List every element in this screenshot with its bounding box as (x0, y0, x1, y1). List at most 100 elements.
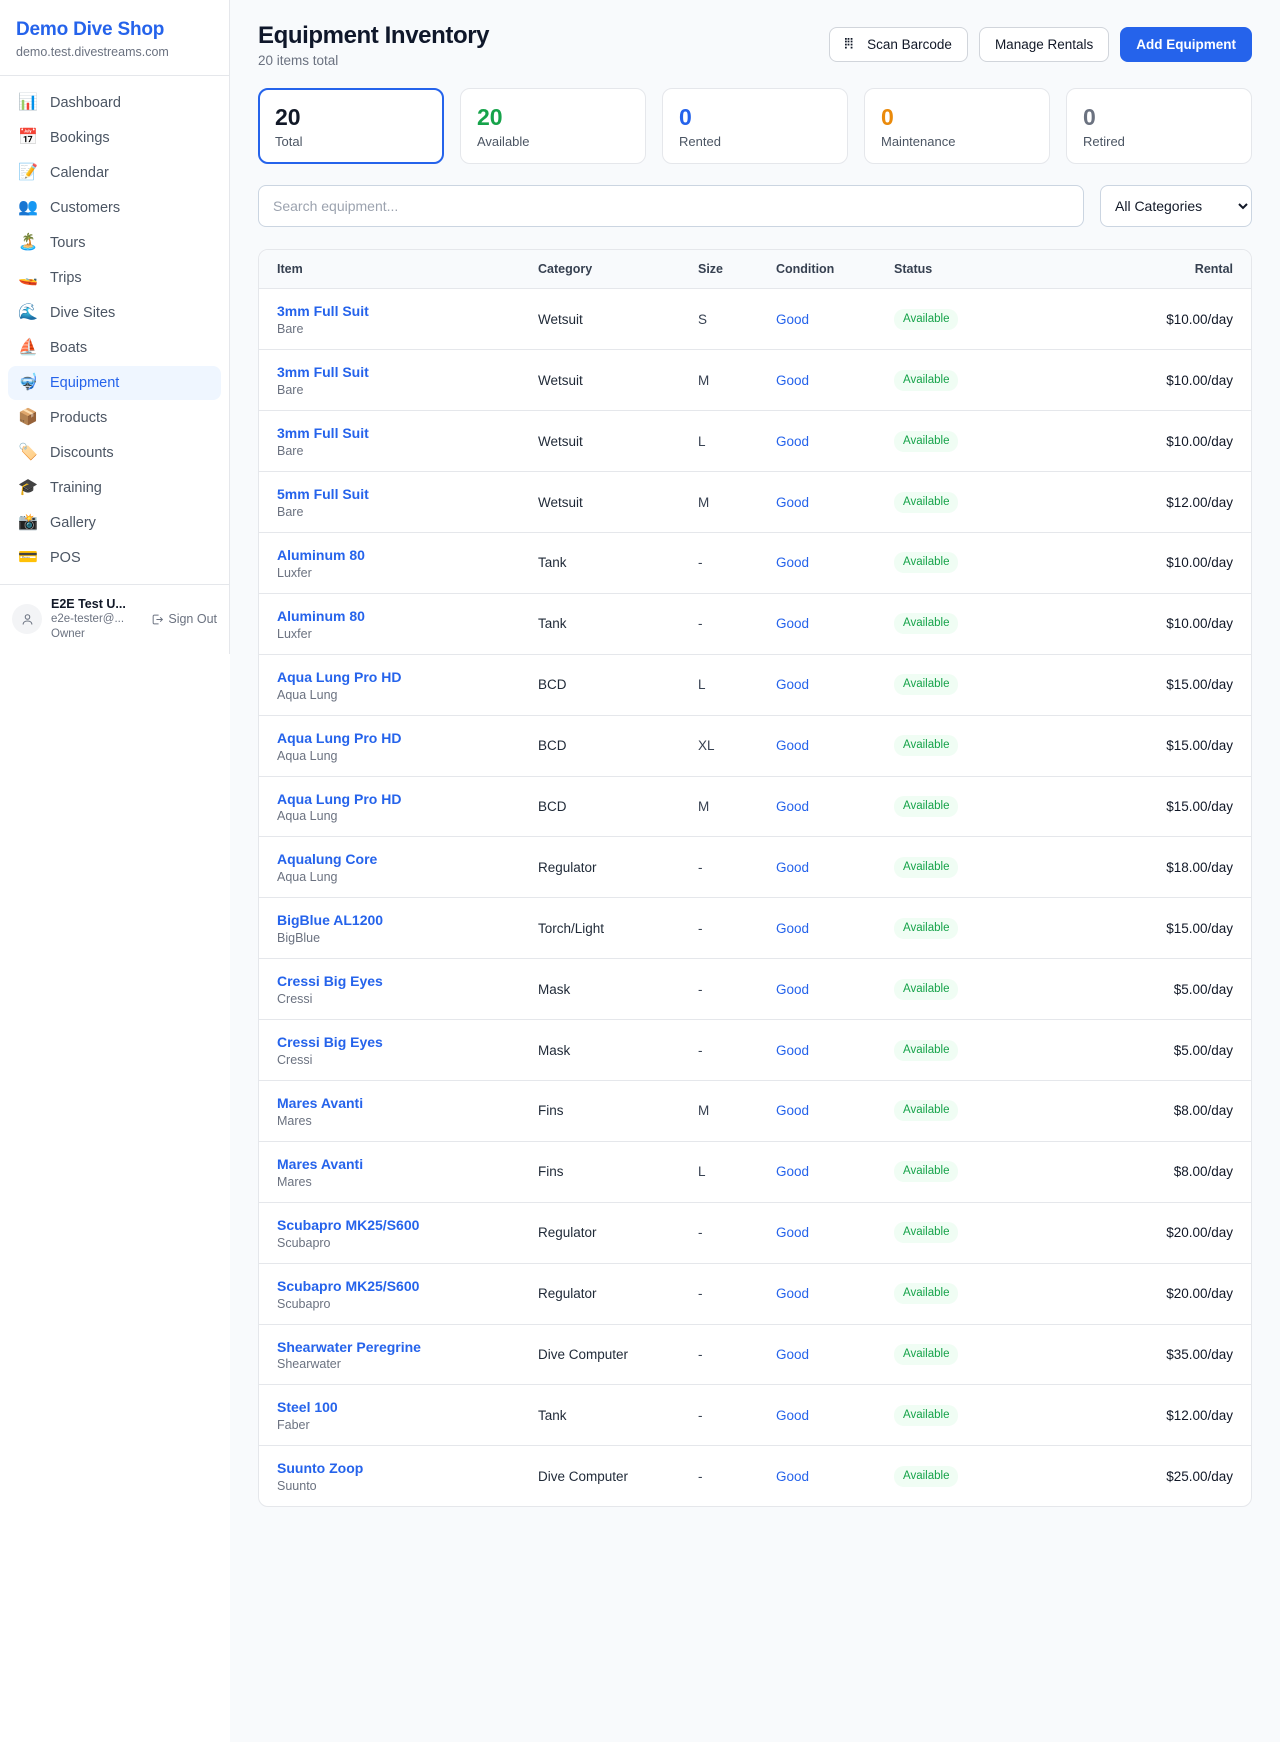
condition-link[interactable]: Good (776, 1042, 810, 1058)
item-brand: Bare (277, 505, 304, 519)
table-row[interactable]: Mares Avanti Mares Fins L Good Available $8.00… (259, 1141, 1251, 1203)
item-name-link[interactable]: Aqua Lung Pro HD (277, 790, 402, 807)
item-name-link[interactable]: Suunto Zoop (277, 1460, 364, 1477)
table-row[interactable]: Scubapro MK25/S600 Scubapro Regulator - Good… (259, 1202, 1251, 1264)
condition-link[interactable]: Good (776, 494, 810, 510)
condition-link[interactable]: Good (776, 616, 810, 632)
sidebar-item-trips[interactable]: 🚤 Trips (8, 261, 221, 295)
item-name-link[interactable]: Aluminum 80 (277, 547, 365, 563)
sidebar-item-dive-sites[interactable]: 🌊 Dive Sites (8, 296, 221, 330)
table-row[interactable]: 3mm Full Suit Bare Wetsuit M Good Available $1… (259, 349, 1251, 412)
category-select[interactable]: All Categories (1100, 185, 1252, 228)
table-row[interactable]: Aqualung Core Aqua Lung Regulator - Good Avai… (259, 836, 1251, 899)
column-header-item[interactable]: Item (259, 250, 524, 290)
sidebar-item-products[interactable]: 📦 Products (8, 401, 221, 435)
column-header-size[interactable]: Size (684, 250, 762, 290)
table-row[interactable]: Aqua Lung Pro HD Aqua Lung BCD M Good Availab… (259, 776, 1251, 838)
condition-link[interactable]: Good (776, 1103, 810, 1119)
item-brand: Aqua Lung (277, 748, 338, 763)
table-row[interactable]: Suunto Zoop Suunto Dive Computer - Good Avail… (259, 1446, 1251, 1506)
item-name-link[interactable]: Scubapro MK25/S600 (277, 1277, 420, 1294)
condition-link[interactable]: Good (776, 677, 810, 693)
item-name-link[interactable]: Shearwater Peregrine (277, 1338, 421, 1355)
page-title-block: Equipment Inventory 20 items total (258, 22, 489, 68)
search-input[interactable] (258, 185, 1084, 228)
condition-link[interactable]: Good (776, 738, 810, 754)
item-name-link[interactable]: Cressi Big Eyes (277, 1034, 383, 1051)
stat-card-retired[interactable]: 0 Retired (1066, 88, 1252, 165)
column-header-rental[interactable]: Rental (1000, 250, 1251, 290)
table-row[interactable]: Mares Avanti Mares Fins M Good Available $8.00… (259, 1080, 1251, 1142)
table-row[interactable]: Aqua Lung Pro HD Aqua Lung BCD XL Good Availa… (259, 715, 1251, 777)
item-name-link[interactable]: Steel 100 (277, 1399, 338, 1416)
sidebar-item-discounts[interactable]: 🏷️ Discounts (8, 436, 221, 470)
add-equipment-button[interactable]: Add Equipment (1120, 27, 1252, 62)
item-name-link[interactable]: BigBlue AL1200 (277, 912, 384, 929)
table-row[interactable]: Aqua Lung Pro HD Aqua Lung BCD L Good Availab… (259, 654, 1251, 716)
sidebar-item-bookings[interactable]: 📅 Bookings (8, 121, 221, 155)
condition-link[interactable]: Good (776, 859, 810, 875)
condition-link[interactable]: Good (776, 372, 810, 388)
condition-link[interactable]: Good (776, 981, 810, 997)
item-name-link[interactable]: Mares Avanti (277, 1155, 364, 1172)
sidebar-item-equipment[interactable]: 🤿 Equipment (8, 365, 221, 400)
condition-link[interactable]: Good (776, 1225, 810, 1241)
table-row[interactable]: 5mm Full Suit Bare Wetsuit M Good Available $1… (259, 471, 1251, 533)
table-row[interactable]: Cressi Big Eyes Cressi Mask - Good Available $… (259, 958, 1251, 1021)
condition-link[interactable]: Good (776, 1164, 810, 1180)
item-name-link[interactable]: 3mm Full Suit (277, 364, 369, 381)
table-row[interactable]: Aluminum 80 Luxfer Tank - Good Available $10.0… (259, 532, 1251, 594)
cell-category: Mask (524, 1019, 684, 1082)
stat-card-available[interactable]: 20 Available (460, 88, 646, 165)
sidebar-item-calendar[interactable]: 📝 Calendar (8, 156, 221, 190)
cell-item: 5mm Full Suit Bare (259, 471, 524, 533)
column-header-status[interactable]: Status (880, 250, 1000, 290)
item-name-link[interactable]: Aqua Lung Pro HD (277, 729, 402, 746)
item-name-link[interactable]: 3mm Full Suit (277, 303, 369, 320)
brand-header[interactable]: Demo Dive Shop demo.test.divestreams.com (0, 0, 229, 76)
scan-barcode-button[interactable]: Scan Barcode (829, 27, 968, 62)
sidebar-item-boats[interactable]: ⛵ Boats (8, 331, 221, 365)
sidebar-item-pos[interactable]: 💳 POS (8, 541, 221, 575)
table-row[interactable]: Scubapro MK25/S600 Scubapro Regulator - Good… (259, 1263, 1251, 1325)
item-name-link[interactable]: Cressi Big Eyes (277, 973, 383, 990)
manage-rentals-button[interactable]: Manage Rentals (978, 27, 1110, 62)
item-name-link[interactable]: Scubapro MK25/S600 (277, 1216, 420, 1233)
calendar-date-icon: 📅 (18, 128, 38, 146)
condition-link[interactable]: Good (776, 311, 810, 327)
sign-out-button[interactable]: Sign Out (151, 612, 217, 626)
condition-link[interactable]: Good (776, 1347, 810, 1363)
table-row[interactable]: Shearwater Peregrine Shearwater Dive Compu… (259, 1324, 1251, 1386)
sidebar-item-dashboard[interactable]: 📊 Dashboard (8, 86, 221, 120)
condition-link[interactable]: Good (776, 920, 810, 936)
item-brand: Mares (277, 1113, 312, 1128)
table-row[interactable]: Cressi Big Eyes Cressi Mask - Good Available $… (259, 1019, 1251, 1082)
sidebar-item-customers[interactable]: 👥 Customers (8, 191, 221, 225)
item-name-link[interactable]: 3mm Full Suit (277, 425, 369, 442)
table-row[interactable]: Aluminum 80 Luxfer Tank - Good Available $10.0… (259, 593, 1251, 655)
condition-link[interactable]: Good (776, 433, 810, 449)
sidebar-item-training[interactable]: 🎓 Training (8, 471, 221, 505)
table-row[interactable]: 3mm Full Suit Bare Wetsuit S Good Available $1… (259, 288, 1251, 351)
stat-cards: 20 Total 20 Available 0 Rented 0 Maintenance 0 Re… (258, 88, 1252, 165)
condition-link[interactable]: Good (776, 1468, 810, 1484)
sidebar-item-tours[interactable]: 🏝️ Tours (8, 226, 221, 260)
table-row[interactable]: BigBlue AL1200 BigBlue Torch/Light - Good Ava… (259, 897, 1251, 960)
sidebar-item-gallery[interactable]: 📸 Gallery (8, 506, 221, 540)
condition-link[interactable]: Good (776, 1407, 810, 1423)
item-name-link[interactable]: Aqua Lung Pro HD (277, 668, 402, 685)
stat-card-maintenance[interactable]: 0 Maintenance (864, 88, 1050, 165)
condition-link[interactable]: Good (776, 555, 810, 571)
column-header-condition[interactable]: Condition (762, 250, 880, 290)
stat-card-rented[interactable]: 0 Rented (662, 88, 848, 165)
item-name-link[interactable]: 5mm Full Suit (277, 486, 369, 503)
item-name-link[interactable]: Aluminum 80 (277, 607, 365, 624)
item-name-link[interactable]: Mares Avanti (277, 1095, 364, 1112)
table-row[interactable]: 3mm Full Suit Bare Wetsuit L Good Available $1… (259, 410, 1251, 473)
item-name-link[interactable]: Aqualung Core (277, 851, 378, 868)
table-row[interactable]: Steel 100 Faber Tank - Good Available $12.00/d… (259, 1384, 1251, 1447)
condition-link[interactable]: Good (776, 1286, 810, 1302)
condition-link[interactable]: Good (776, 799, 810, 814)
column-header-category[interactable]: Category (524, 250, 684, 290)
stat-card-total[interactable]: 20 Total (258, 88, 444, 165)
